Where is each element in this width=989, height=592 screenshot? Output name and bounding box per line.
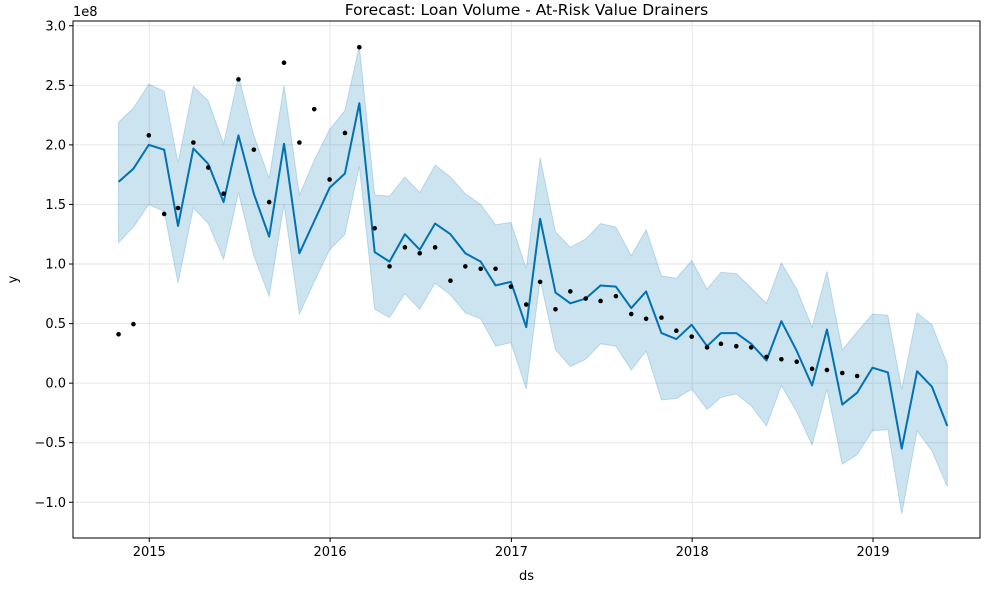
y-tick-label: 2.0	[45, 138, 66, 153]
actual-point	[523, 302, 529, 307]
actual-point	[628, 311, 634, 317]
actual-point	[463, 264, 468, 269]
actual-point	[613, 293, 619, 299]
actual-points-layer	[116, 44, 860, 379]
actual-point	[251, 147, 257, 152]
actual-point	[266, 199, 272, 205]
actual-point	[704, 345, 710, 350]
actual-point	[493, 266, 498, 272]
actual-point	[478, 266, 483, 272]
actual-point	[839, 370, 845, 376]
y-tick-label: 2.5	[45, 79, 66, 94]
actual-point	[794, 359, 800, 365]
actual-point	[311, 106, 317, 112]
actual-point	[553, 306, 558, 312]
actual-point	[387, 264, 392, 269]
actual-point	[357, 44, 362, 50]
x-axis-title: ds	[519, 569, 534, 584]
actual-point	[297, 140, 302, 145]
actual-point	[116, 332, 121, 337]
x-tick-label: 2018	[676, 545, 709, 560]
y-axis-offset-label: 1e8	[73, 5, 98, 20]
x-tick-label: 2017	[495, 545, 528, 560]
y-tick-label: 0.5	[45, 317, 66, 332]
actual-point	[417, 250, 423, 256]
actual-point	[402, 245, 408, 250]
y-tick-label: −1.0	[34, 496, 66, 511]
actual-point	[372, 225, 377, 231]
actual-point	[824, 367, 830, 373]
y-tick-label: 1.0	[45, 258, 66, 273]
actual-point	[854, 373, 860, 379]
actual-point	[537, 279, 543, 285]
actual-point	[809, 366, 815, 372]
actual-point	[718, 341, 724, 347]
actual-point	[432, 245, 438, 250]
actual-point	[191, 140, 196, 145]
actual-point	[175, 205, 181, 211]
actual-point	[281, 60, 287, 65]
actual-point	[236, 77, 241, 82]
forecast-line	[117, 102, 949, 450]
actual-point	[764, 354, 769, 360]
actual-point	[221, 191, 226, 197]
actual-point	[689, 334, 694, 339]
actual-point	[583, 296, 588, 301]
chart-title: Forecast: Loan Volume - At-Risk Value Dr…	[345, 1, 708, 19]
actual-point	[779, 357, 784, 362]
actual-point	[327, 177, 332, 182]
actual-point	[448, 278, 453, 283]
actual-point	[748, 345, 754, 350]
x-tick-label: 2015	[133, 545, 166, 560]
actual-point	[659, 315, 664, 320]
actual-point	[568, 289, 573, 294]
actual-point	[643, 316, 649, 322]
x-tick-label: 2019	[856, 545, 889, 560]
actual-point	[146, 133, 152, 138]
y-tick-label: 3.0	[45, 19, 66, 34]
y-tick-label: 0.0	[45, 377, 66, 392]
actual-point	[342, 130, 348, 136]
plot-frame	[72, 20, 981, 539]
actual-point	[508, 284, 514, 289]
y-tick-label: −0.5	[34, 436, 66, 451]
actual-point	[598, 298, 603, 304]
grid-layer	[73, 21, 980, 538]
axis-ticks-layer: −1.0 −0.5 0.0 0.5 1.0 1.5 2.0 2.5 3.0 2015 2016 201…	[34, 19, 889, 560]
actual-point	[161, 211, 167, 217]
y-tick-label: 1.5	[45, 198, 66, 213]
actual-point	[205, 165, 211, 170]
actual-point	[733, 343, 739, 349]
x-tick-label: 2016	[314, 545, 347, 560]
forecast-line-layer	[117, 102, 949, 450]
y-axis-title: y	[6, 275, 21, 283]
actual-point	[131, 321, 136, 327]
actual-point	[674, 328, 679, 334]
